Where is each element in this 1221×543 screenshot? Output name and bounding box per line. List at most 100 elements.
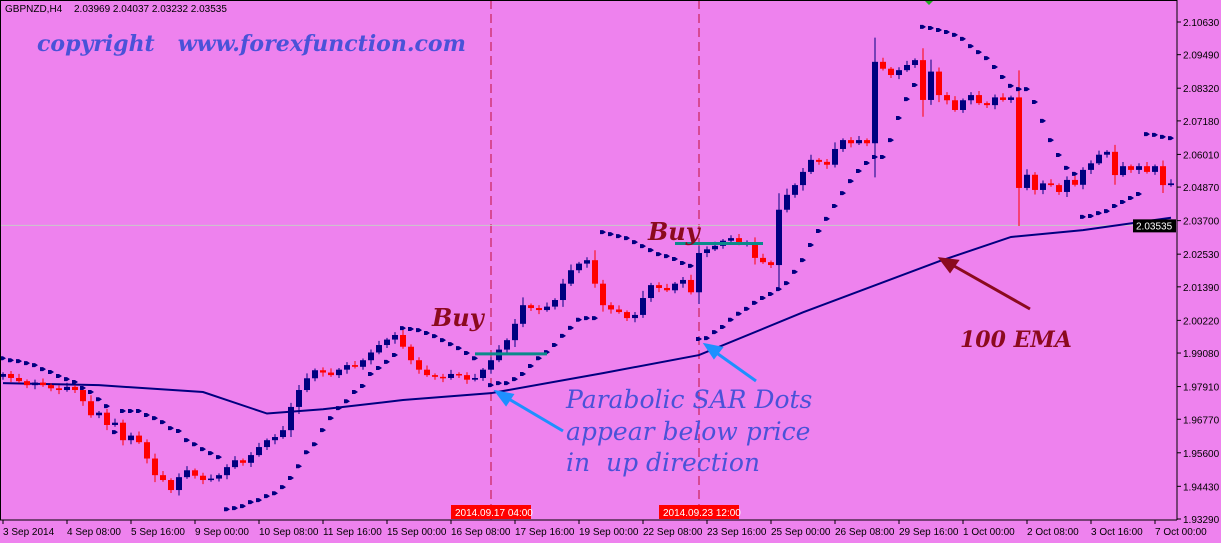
candle-body: [184, 470, 190, 478]
sar-dot: [632, 240, 638, 245]
candle-body: [656, 285, 662, 288]
candle: [880, 57, 886, 71]
y-tick-label: 1.94430: [1183, 482, 1220, 493]
candle: [832, 142, 838, 168]
candle-body: [864, 140, 870, 144]
candle-body: [728, 238, 734, 241]
sar-dot: [1008, 83, 1014, 88]
candle-body: [64, 386, 70, 391]
candle: [920, 48, 926, 117]
buy-label-1: Buy: [431, 303, 486, 332]
sar-dot: [1112, 204, 1118, 209]
candle: [448, 369, 454, 380]
candle-body: [808, 159, 814, 172]
candle: [648, 282, 654, 302]
candle-body: [984, 103, 990, 106]
sar-dot: [136, 408, 142, 413]
candle: [160, 471, 166, 482]
candle-body: [0, 373, 6, 377]
candle-body: [56, 388, 62, 391]
candle-body: [616, 309, 622, 313]
candle-body: [296, 390, 302, 407]
candle: [312, 368, 318, 382]
candle: [200, 472, 206, 485]
candle-body: [440, 376, 446, 379]
candle: [680, 277, 686, 288]
candle: [968, 92, 974, 105]
sar-dot: [312, 442, 318, 447]
sar-dot: [344, 399, 350, 404]
candle-body: [408, 346, 414, 361]
buy-label-2: Buy: [647, 217, 702, 246]
candle: [1152, 164, 1158, 175]
candle-body: [160, 475, 166, 481]
candle-body: [392, 334, 398, 340]
candle-body: [200, 475, 206, 481]
candle: [912, 58, 918, 68]
sar-dot: [392, 353, 398, 358]
sar-dot: [944, 30, 950, 35]
candle: [632, 312, 638, 323]
candle: [416, 357, 422, 374]
candle: [112, 418, 118, 427]
candle-body: [240, 460, 246, 463]
candle: [400, 330, 406, 349]
x-tick-label: 11 Sep 16:00: [323, 527, 382, 538]
candle: [976, 90, 982, 105]
sar-dot: [368, 371, 374, 376]
sar-dot: [608, 232, 614, 237]
sar-dot: [624, 236, 630, 241]
candle: [1072, 175, 1078, 187]
candle-body: [320, 370, 326, 373]
candle-body: [144, 442, 150, 459]
candle: [512, 318, 518, 348]
candle-body: [368, 352, 374, 361]
sar-dot: [768, 292, 774, 297]
sar-dot: [560, 333, 566, 338]
sar-dot: [224, 507, 230, 512]
x-tick-label: 1 Oct 00:00: [963, 527, 1015, 538]
candle-body: [24, 381, 30, 386]
candle-body: [944, 95, 950, 101]
sar-dot: [1080, 214, 1086, 219]
candle: [432, 373, 438, 380]
sar-dot: [256, 498, 262, 503]
candle: [264, 438, 270, 450]
sar-dot: [456, 346, 462, 351]
candle: [872, 37, 878, 178]
candle-body: [352, 365, 358, 367]
candle-body: [288, 406, 294, 431]
sar-note-line-3: in up direction: [566, 448, 760, 477]
candle: [1160, 160, 1166, 194]
sar-dot: [696, 337, 702, 342]
sar-dot: [328, 416, 334, 421]
sar-dot: [568, 325, 574, 330]
sar-dot: [200, 447, 206, 452]
candle: [752, 237, 758, 265]
candle: [64, 382, 70, 392]
price-axis[interactable]: 2.10630 2.09490 2.08320 2.07180 2.06010 2.048…: [1177, 18, 1220, 526]
sar-dot: [592, 316, 598, 321]
sar-dot: [1152, 132, 1158, 137]
sar-dot: [376, 365, 382, 370]
sar-dot: [1016, 87, 1022, 92]
x-tick-label: 4 Sep 08:00: [67, 527, 121, 538]
candle-body: [456, 373, 462, 376]
candle-body: [928, 71, 934, 100]
candle: [848, 137, 854, 148]
sar-dot: [752, 300, 758, 305]
candle-body: [104, 412, 110, 425]
candle: [0, 372, 6, 380]
candle: [464, 372, 470, 384]
sar-dot: [8, 358, 14, 363]
sar-dot: [1168, 136, 1174, 141]
time-axis[interactable]: 3 Sep 2014 4 Sep 08:00 5 Sep 16:00 9 Sep 00…: [2, 520, 1207, 538]
sar-dot: [640, 244, 646, 249]
candle-body: [576, 263, 582, 271]
candle-body: [640, 298, 646, 315]
sar-dot: [1120, 199, 1126, 204]
candle: [800, 167, 806, 191]
candle: [488, 357, 494, 374]
sar-dot: [896, 116, 902, 121]
